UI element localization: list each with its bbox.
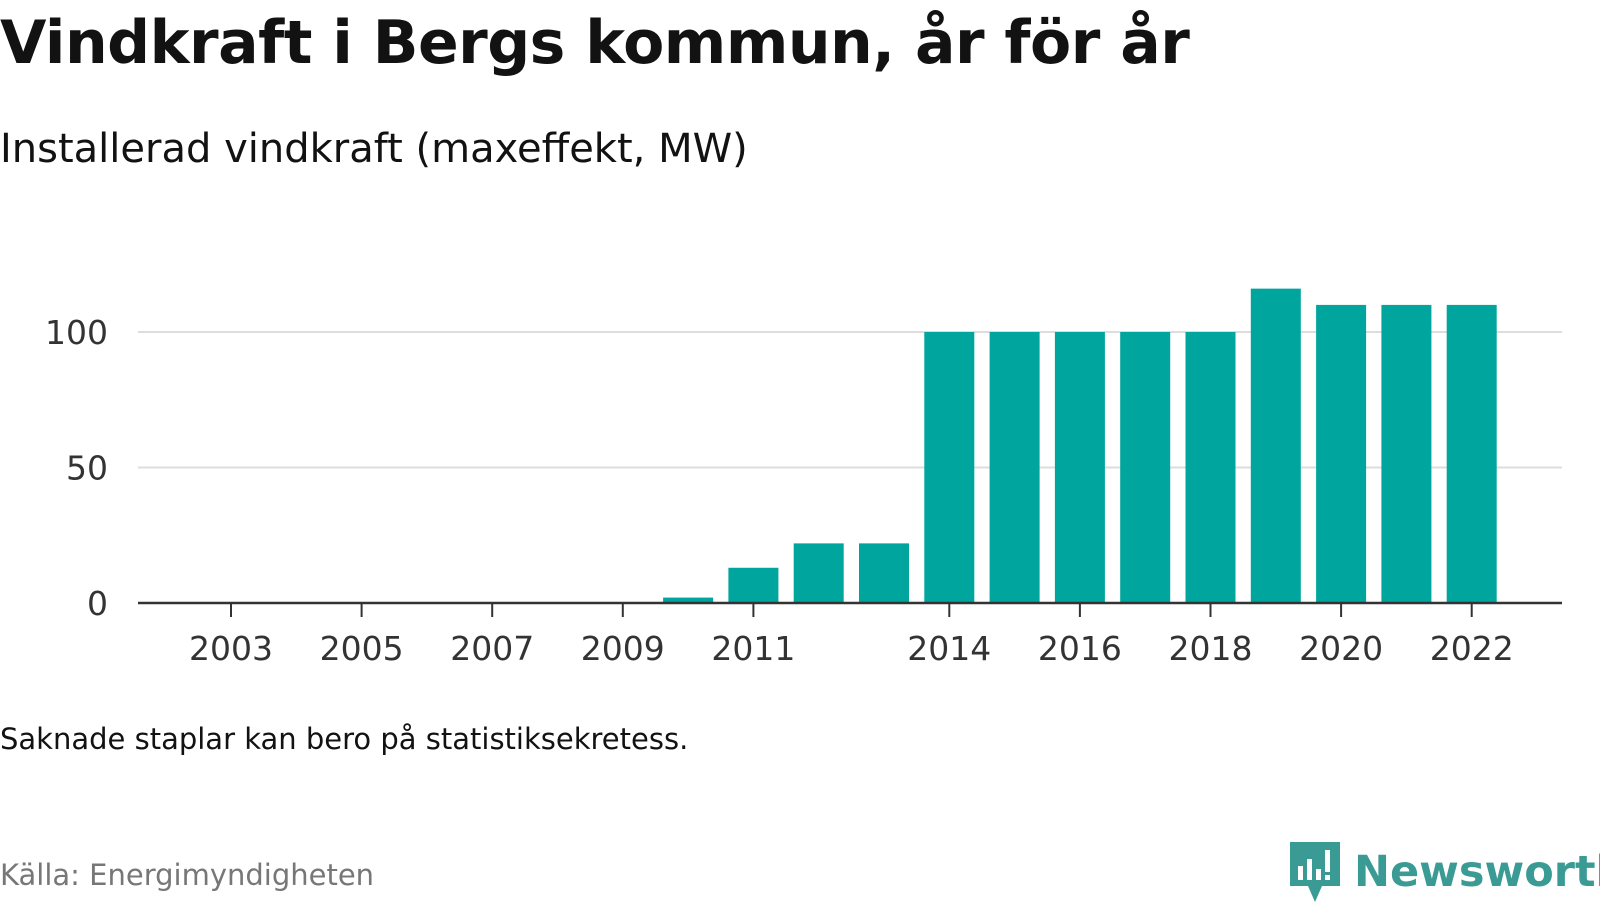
x-tick-label-2020: 2020 bbox=[1299, 629, 1383, 668]
chart-subtitle: Installerad vindkraft (maxeffekt, MW) bbox=[0, 126, 748, 172]
x-tick-label-2009: 2009 bbox=[581, 629, 665, 668]
bar-2020 bbox=[1316, 304, 1367, 603]
bar-2019 bbox=[1250, 288, 1301, 603]
x-tick-label-2007: 2007 bbox=[450, 629, 534, 668]
bar-2015 bbox=[989, 332, 1040, 603]
brand-name: Newsworthy bbox=[1354, 847, 1600, 897]
x-tick-label-2018: 2018 bbox=[1169, 629, 1253, 668]
bar-2014 bbox=[924, 332, 975, 603]
bar-2022 bbox=[1446, 304, 1497, 603]
bar-2011 bbox=[728, 567, 779, 603]
x-tick-label-2016: 2016 bbox=[1038, 629, 1122, 668]
newsworthy-logo-icon bbox=[1290, 842, 1340, 902]
x-tick-label-2011: 2011 bbox=[711, 629, 795, 668]
x-tick-label-2003: 2003 bbox=[189, 629, 273, 668]
x-tick-label-2014: 2014 bbox=[907, 629, 991, 668]
bar-2018 bbox=[1185, 332, 1236, 603]
y-tick-label-100: 100 bbox=[45, 313, 108, 352]
bar-2012 bbox=[793, 543, 844, 603]
chart-title: Vindkraft i Bergs kommun, år för år bbox=[0, 8, 1190, 78]
footnote: Saknade staplar kan bero på statistiksek… bbox=[0, 722, 689, 756]
source-credit: Källa: Energimyndigheten bbox=[0, 858, 375, 892]
y-tick-label-50: 50 bbox=[66, 449, 108, 488]
x-tick-label-2005: 2005 bbox=[320, 629, 404, 668]
bar-2021 bbox=[1381, 304, 1432, 603]
bar-2017 bbox=[1120, 332, 1171, 603]
x-tick-label-2022: 2022 bbox=[1430, 629, 1514, 668]
newsworthy-logo: Newsworthy bbox=[1290, 842, 1600, 902]
bar-2016 bbox=[1054, 332, 1105, 603]
y-tick-label-0: 0 bbox=[87, 584, 108, 623]
bar-2010 bbox=[663, 597, 714, 603]
bar-2013 bbox=[859, 543, 909, 603]
